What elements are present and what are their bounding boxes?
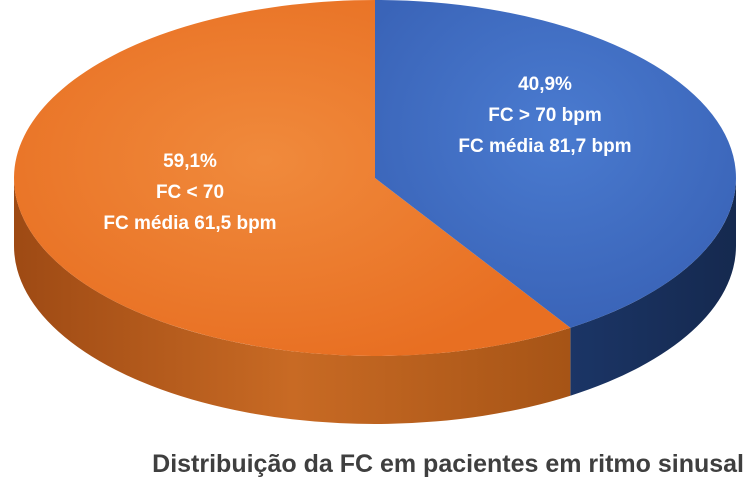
slice-label-orange: 59,1% FC < 70 FC média 61,5 bpm — [103, 151, 276, 234]
pie-side-blue — [570, 178, 736, 396]
slice-label-blue-line-2: FC > 70 bpm — [488, 105, 602, 126]
pie-side-orange — [14, 178, 571, 425]
chart-title: Distribuição da FC em pacientes em ritmo… — [152, 450, 744, 478]
slice-label-blue-line-1: 40,9% — [518, 74, 572, 95]
slice-label-orange-line-2: FC < 70 — [156, 182, 224, 203]
pie-chart: 40,9% FC > 70 bpm FC média 81,7 bpm 59,1% FC… — [14, 0, 736, 425]
pie-slice-blue — [375, 0, 736, 328]
slice-label-blue: 40,9% FC > 70 bpm FC média 81,7 bpm — [458, 74, 631, 157]
slice-label-orange-line-1: 59,1% — [163, 151, 217, 172]
slice-label-blue-line-3: FC média 81,7 bpm — [458, 136, 631, 157]
slice-label-orange-line-3: FC média 61,5 bpm — [103, 213, 276, 234]
pie-slice-orange — [14, 0, 571, 356]
